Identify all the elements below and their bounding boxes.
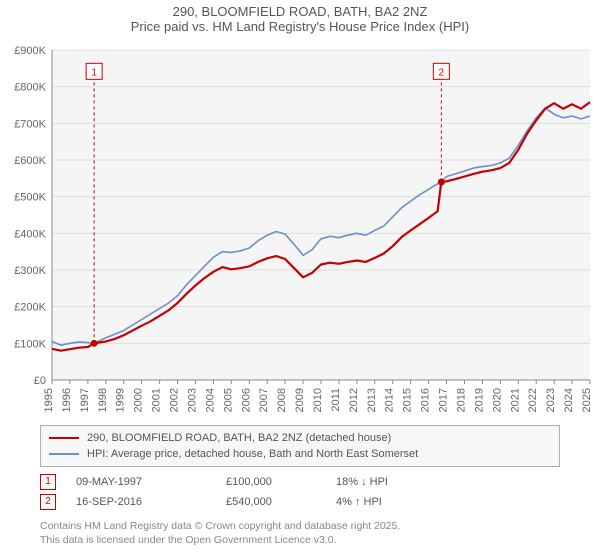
svg-text:1996: 1996 [61, 388, 73, 412]
sale-price: £100,000 [226, 476, 336, 488]
svg-text:2018: 2018 [455, 388, 467, 412]
legend-label: HPI: Average price, detached house, Bath… [87, 448, 418, 460]
legend-item: 290, BLOOMFIELD ROAD, BATH, BA2 2NZ (det… [49, 430, 551, 446]
footer-line2: This data is licensed under the Open Gov… [40, 534, 560, 548]
svg-text:2017: 2017 [438, 388, 450, 412]
svg-text:2023: 2023 [545, 388, 557, 412]
sales-row: 2 16-SEP-2016 £540,000 4% ↑ HPI [40, 492, 560, 512]
sale-delta: 4% ↑ HPI [336, 496, 436, 508]
footer-line1: Contains HM Land Registry data © Crown c… [40, 520, 560, 534]
svg-text:1995: 1995 [43, 388, 55, 412]
svg-text:2025: 2025 [581, 388, 593, 412]
sales-table: 1 09-MAY-1997 £100,000 18% ↓ HPI 2 16-SE… [40, 472, 560, 512]
svg-text:1997: 1997 [79, 388, 91, 412]
svg-text:2014: 2014 [384, 388, 396, 412]
svg-text:2007: 2007 [258, 388, 270, 412]
svg-text:2000: 2000 [133, 388, 145, 412]
sale-date: 16-SEP-2016 [76, 496, 226, 508]
svg-text:1999: 1999 [115, 388, 127, 412]
sale-delta: 18% ↓ HPI [336, 476, 436, 488]
svg-text:£400K: £400K [14, 228, 46, 240]
svg-text:2006: 2006 [240, 388, 252, 412]
svg-text:£900K: £900K [14, 45, 46, 57]
svg-text:2012: 2012 [348, 388, 360, 412]
svg-text:£600K: £600K [14, 155, 46, 167]
sales-row: 1 09-MAY-1997 £100,000 18% ↓ HPI [40, 472, 560, 492]
svg-text:2001: 2001 [151, 388, 163, 412]
svg-text:£100K: £100K [14, 338, 46, 350]
sale-date: 09-MAY-1997 [76, 476, 226, 488]
svg-text:1: 1 [91, 67, 97, 78]
svg-text:2004: 2004 [204, 388, 216, 412]
svg-text:2009: 2009 [294, 388, 306, 412]
svg-text:2: 2 [439, 67, 445, 78]
legend-item: HPI: Average price, detached house, Bath… [49, 446, 551, 462]
svg-text:2002: 2002 [169, 388, 181, 412]
sale-badge: 2 [40, 494, 56, 510]
svg-text:2010: 2010 [312, 388, 324, 412]
svg-text:2013: 2013 [366, 388, 378, 412]
title-line2: Price paid vs. HM Land Registry's House … [0, 19, 600, 34]
price-chart: £0 £100K £200K £300K £400K £500K £600K £700K £80… [0, 40, 600, 420]
footer: Contains HM Land Registry data © Crown c… [40, 520, 560, 547]
svg-text:2024: 2024 [563, 388, 575, 412]
svg-text:2015: 2015 [402, 388, 414, 412]
svg-text:2021: 2021 [509, 388, 521, 412]
svg-text:2022: 2022 [527, 388, 539, 412]
legend: 290, BLOOMFIELD ROAD, BATH, BA2 2NZ (det… [40, 425, 560, 467]
svg-text:£500K: £500K [14, 192, 46, 204]
svg-text:£200K: £200K [14, 302, 46, 314]
svg-text:2011: 2011 [330, 388, 342, 412]
sale-badge: 1 [40, 474, 56, 490]
sale-price: £540,000 [226, 496, 336, 508]
svg-text:2008: 2008 [276, 388, 288, 412]
svg-text:1998: 1998 [97, 388, 109, 412]
svg-text:£0: £0 [34, 375, 46, 387]
legend-label: 290, BLOOMFIELD ROAD, BATH, BA2 2NZ (det… [87, 432, 391, 444]
svg-text:£700K: £700K [14, 118, 46, 130]
svg-text:2003: 2003 [186, 388, 198, 412]
svg-text:2020: 2020 [491, 388, 503, 412]
legend-swatch [49, 453, 79, 455]
svg-text:2016: 2016 [420, 388, 432, 412]
svg-text:£800K: £800K [14, 82, 46, 94]
title-line1: 290, BLOOMFIELD ROAD, BATH, BA2 2NZ [0, 4, 600, 19]
svg-text:£300K: £300K [14, 265, 46, 277]
svg-text:2019: 2019 [473, 388, 485, 412]
svg-text:2005: 2005 [222, 388, 234, 412]
chart-title: 290, BLOOMFIELD ROAD, BATH, BA2 2NZ Pric… [0, 0, 600, 34]
legend-swatch [49, 437, 79, 439]
